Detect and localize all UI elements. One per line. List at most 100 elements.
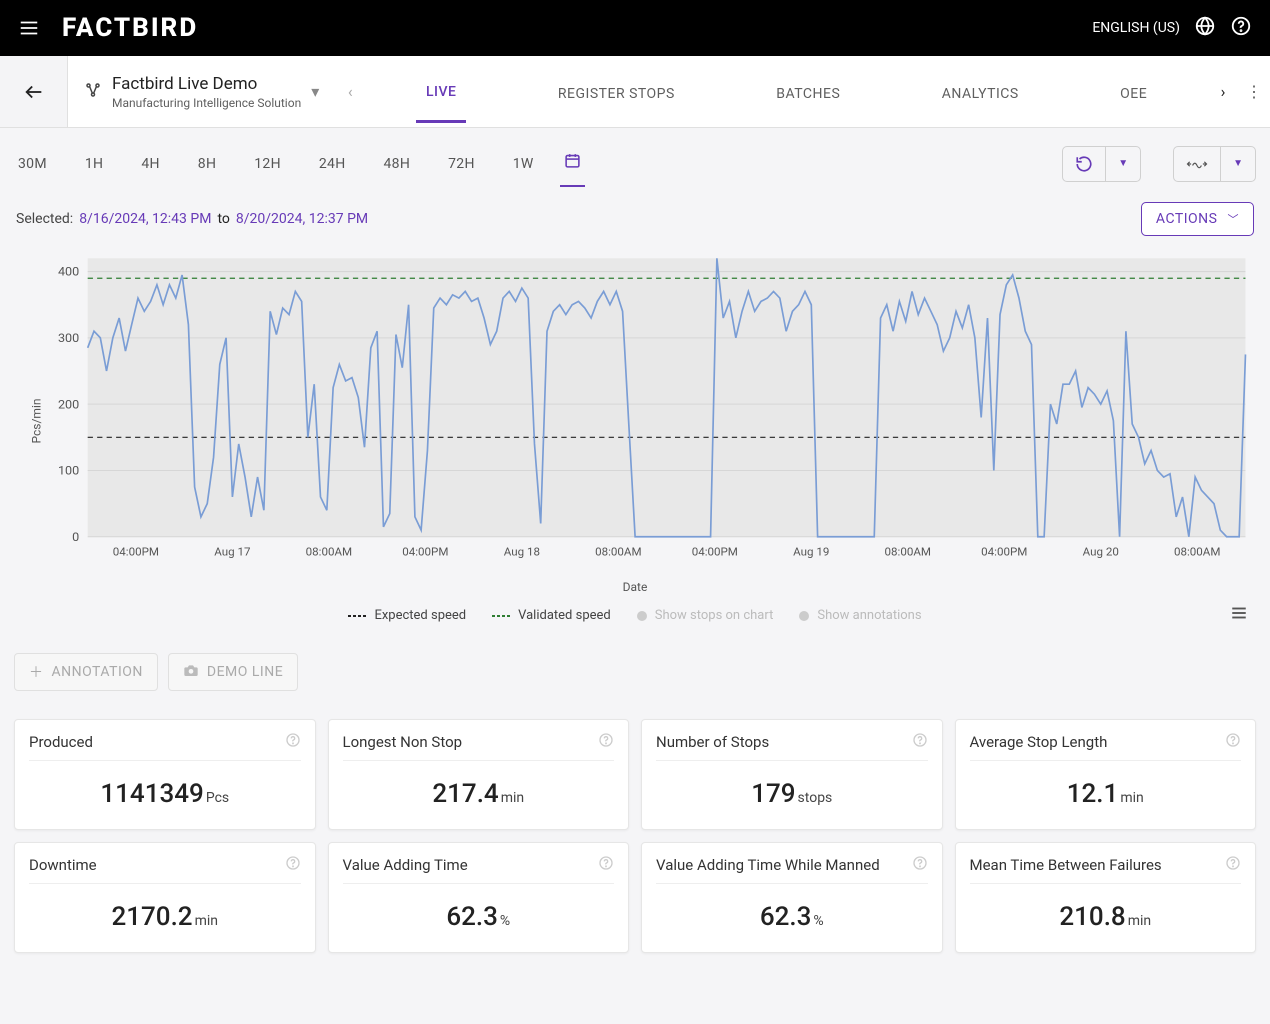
kpi-unit: Pcs (206, 790, 229, 806)
help-icon[interactable] (285, 855, 301, 875)
scroll-left-icon[interactable]: ‹ (335, 77, 365, 107)
plus-icon: ＋ (29, 662, 44, 682)
kpi-value: 217.4 (432, 779, 498, 809)
help-icon[interactable] (285, 732, 301, 752)
back-button[interactable] (0, 56, 68, 127)
svg-text:Aug 19: Aug 19 (793, 544, 829, 558)
kpi-unit: min (501, 790, 524, 806)
chevron-down-icon: ﹀ (1228, 211, 1240, 227)
chevron-down-icon: ▾ (311, 82, 319, 101)
svg-text:08:00AM: 08:00AM (595, 544, 641, 558)
demo-line-label: DEMO LINE (207, 664, 283, 680)
fit-button[interactable] (1174, 147, 1220, 181)
svg-text:Aug 17: Aug 17 (214, 544, 250, 558)
kpi-card: Longest Non Stop 217.4min (328, 719, 630, 830)
kpi-title: Value Adding Time (343, 856, 599, 874)
help-icon[interactable] (1225, 855, 1241, 875)
kpi-card: Mean Time Between Failures210.8min (955, 842, 1257, 953)
kpi-unit: stops (798, 790, 833, 806)
legend-item[interactable]: Show annotations (799, 608, 921, 623)
range-row: 30M 1H 4H 8H 12H 24H 48H 72H 1W ▼ (14, 140, 1256, 188)
kpi-title: Longest Non Stop (343, 733, 599, 751)
help-icon[interactable] (598, 855, 614, 875)
kpi-card: Produced1141349Pcs (14, 719, 316, 830)
kpi-value: 210.8 (1059, 902, 1125, 932)
kebab-menu[interactable]: ⋮ (1238, 82, 1270, 101)
kpi-unit: min (1128, 913, 1151, 929)
kpi-value: 62.3 (760, 902, 812, 932)
kpi-card: Number of Stops 179stops (641, 719, 943, 830)
svg-text:04:00PM: 04:00PM (981, 544, 1027, 558)
svg-text:08:00AM: 08:00AM (1174, 544, 1220, 558)
help-icon[interactable] (598, 732, 614, 752)
kpi-title: Number of Stops (656, 733, 912, 751)
zoom-button-group: ▼ (1173, 146, 1256, 182)
help-icon[interactable] (912, 732, 928, 752)
range-24h[interactable]: 24H (315, 144, 350, 184)
kpi-unit: min (1120, 790, 1143, 806)
svg-text:0: 0 (72, 530, 79, 545)
svg-text:Aug 20: Aug 20 (1083, 544, 1119, 558)
help-icon[interactable] (912, 855, 928, 875)
kpi-value: 62.3 (446, 902, 498, 932)
kpi-title: Average Stop Length (970, 733, 1226, 751)
topbar: FACTBIRD ENGLISH (US) (0, 0, 1270, 56)
legend-label: Expected speed (374, 608, 466, 623)
kpi-value: 1141349 (100, 779, 203, 809)
actions-button[interactable]: ACTIONS ﹀ (1141, 202, 1254, 236)
range-8h[interactable]: 8H (194, 144, 220, 184)
tab-register-stops[interactable]: REGISTER STOPS (548, 62, 685, 122)
device-title: Factbird Live Demo (112, 74, 257, 94)
legend-item[interactable]: Show stops on chart (637, 608, 774, 623)
tab-analytics[interactable]: ANALYTICS (932, 62, 1029, 122)
svg-text:04:00PM: 04:00PM (113, 544, 159, 558)
tab-oee[interactable]: OEE (1110, 62, 1157, 122)
refresh-button[interactable] (1063, 147, 1105, 181)
kpi-unit: min (195, 913, 218, 929)
annotation-button[interactable]: ＋ ANNOTATION (14, 653, 158, 691)
selected-to[interactable]: 8/20/2024, 12:37 PM (236, 211, 368, 227)
chart: Pcs/min 010020030040004:00PMAug 1708:00A… (14, 248, 1256, 594)
device-selector[interactable]: Factbird Live Demo Manufacturing Intelli… (68, 74, 335, 110)
range-4h[interactable]: 4H (137, 144, 163, 184)
tab-live[interactable]: LIVE (416, 60, 466, 123)
legend-item[interactable]: Expected speed (348, 608, 466, 623)
calendar-icon[interactable] (560, 140, 585, 187)
globe-icon[interactable] (1194, 15, 1216, 41)
legend-label: Show annotations (817, 608, 921, 623)
range-30m[interactable]: 30M (14, 144, 51, 184)
range-1w[interactable]: 1W (509, 144, 538, 184)
demo-line-button[interactable]: DEMO LINE (168, 653, 298, 691)
help-icon[interactable] (1230, 15, 1252, 41)
refresh-dropdown[interactable]: ▼ (1105, 147, 1140, 181)
hamburger-icon[interactable] (18, 17, 40, 39)
chart-menu-icon[interactable] (1230, 606, 1248, 624)
selected-from[interactable]: 8/16/2024, 12:43 PM (79, 211, 211, 227)
svg-text:Aug 18: Aug 18 (504, 544, 540, 558)
scroll-right-icon[interactable]: › (1208, 77, 1238, 107)
tab-batches[interactable]: BATCHES (766, 62, 850, 122)
kpi-title: Value Adding Time While Manned (656, 856, 912, 874)
kpi-title: Downtime (29, 856, 285, 874)
brand-logo: FACTBIRD (62, 13, 198, 43)
svg-text:04:00PM: 04:00PM (402, 544, 448, 558)
kpi-card: Value Adding Time While Manned 62.3% (641, 842, 943, 953)
network-icon (84, 81, 102, 103)
range-72h[interactable]: 72H (444, 144, 479, 184)
language-label[interactable]: ENGLISH (US) (1092, 20, 1180, 36)
legend-label: Show stops on chart (655, 608, 774, 623)
range-48h[interactable]: 48H (380, 144, 415, 184)
help-icon[interactable] (1225, 732, 1241, 752)
annotation-label: ANNOTATION (52, 664, 143, 680)
kpi-unit: % (813, 913, 823, 929)
svg-text:08:00AM: 08:00AM (306, 544, 352, 558)
svg-text:08:00AM: 08:00AM (885, 544, 931, 558)
range-12h[interactable]: 12H (250, 144, 285, 184)
kpi-value: 179 (751, 779, 795, 809)
range-1h[interactable]: 1H (81, 144, 107, 184)
legend-item[interactable]: Validated speed (492, 608, 611, 623)
chart-x-label: Date (14, 580, 1256, 594)
fit-dropdown[interactable]: ▼ (1220, 147, 1255, 181)
subnav: LIVE REGISTER STOPS BATCHES ANALYTICS OEE (365, 60, 1208, 123)
device-subtitle: Manufacturing Intelligence Solution (112, 96, 301, 110)
